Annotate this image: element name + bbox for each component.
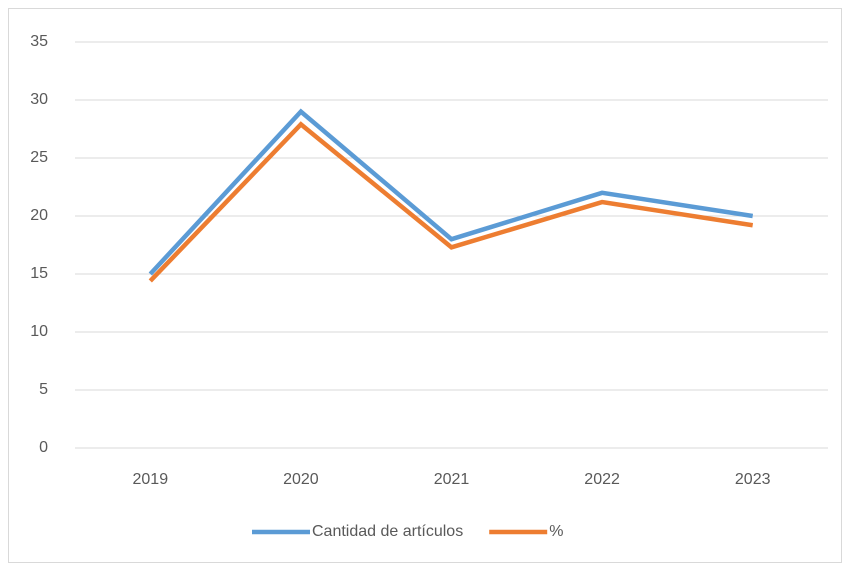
x-tick-label: 2022 — [584, 471, 620, 488]
y-tick-label: 10 — [30, 323, 48, 340]
y-tick-label: 0 — [39, 439, 48, 456]
y-tick-label: 20 — [30, 207, 48, 224]
y-tick-label: 25 — [30, 149, 48, 166]
x-tick-label: 2021 — [434, 471, 470, 488]
y-tick-label: 30 — [30, 91, 48, 108]
x-tick-label: 2019 — [133, 471, 169, 488]
chart-border — [8, 8, 842, 563]
y-tick-label: 35 — [30, 33, 48, 50]
y-tick-label: 15 — [30, 265, 48, 282]
x-tick-label: 2020 — [283, 471, 319, 488]
x-tick-label: 2023 — [735, 471, 771, 488]
series-line — [148, 108, 754, 276]
legend-label: % — [549, 523, 563, 540]
legend-label: Cantidad de artículos — [312, 523, 463, 540]
y-tick-label: 5 — [39, 381, 48, 398]
series-line — [148, 121, 754, 283]
